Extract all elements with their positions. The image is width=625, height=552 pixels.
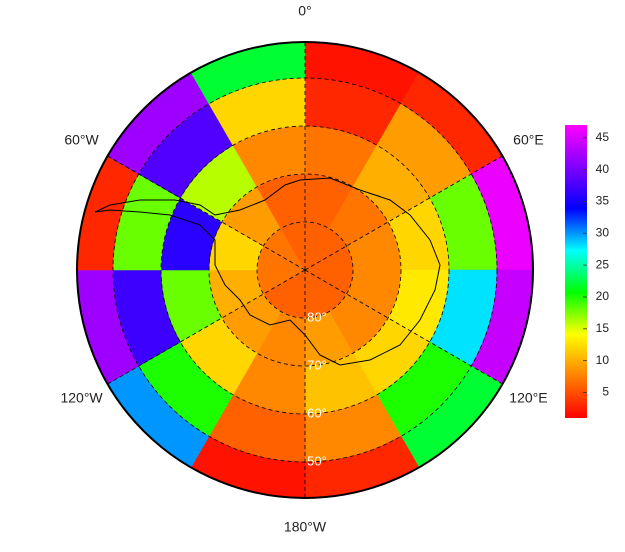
lon-label: 60°W — [64, 132, 99, 148]
lat-label: 80° — [307, 309, 327, 324]
lon-label: 120°E — [509, 390, 547, 406]
colorbar-tick-label: 20 — [596, 289, 610, 303]
lon-label: 0° — [298, 3, 311, 19]
lat-label: 70° — [307, 357, 327, 372]
lat-grid-line — [256, 221, 354, 319]
colorbar-tick-label: 5 — [602, 385, 609, 399]
labels: 0° 60°E 120°E 180°W 120°W 60°W 80° 70° 60° 50° — [60, 3, 547, 535]
lon-label: 60°E — [513, 132, 544, 148]
lon-label: 180°W — [284, 519, 327, 535]
lon-grid-line — [304, 269, 503, 385]
map-border — [76, 41, 534, 499]
lon-grid-line — [107, 155, 306, 271]
lon-label: 120°W — [60, 390, 103, 406]
lat-label: 60° — [307, 405, 327, 420]
coastline — [94, 177, 441, 366]
colorbar-tick-label: 25 — [596, 257, 610, 271]
field — [76, 41, 534, 499]
lat-grid-line — [208, 173, 402, 367]
lon-grid-line — [107, 269, 306, 385]
lon-grid-line — [304, 155, 503, 271]
graticule — [107, 42, 503, 498]
colorbar-tick-label: 35 — [596, 194, 610, 208]
lat-label: 50° — [307, 453, 327, 468]
colorbar-tick-label: 10 — [596, 353, 610, 367]
colorbar: 5 10 15 20 25 30 35 40 45 — [565, 125, 609, 418]
colorbar-tick-label: 30 — [596, 225, 610, 239]
colorbar-tick-label: 15 — [596, 321, 610, 335]
colorbar-scale — [565, 125, 587, 418]
colorbar-tick-label: 45 — [596, 130, 610, 144]
colorbar-tick-label: 40 — [596, 162, 610, 176]
